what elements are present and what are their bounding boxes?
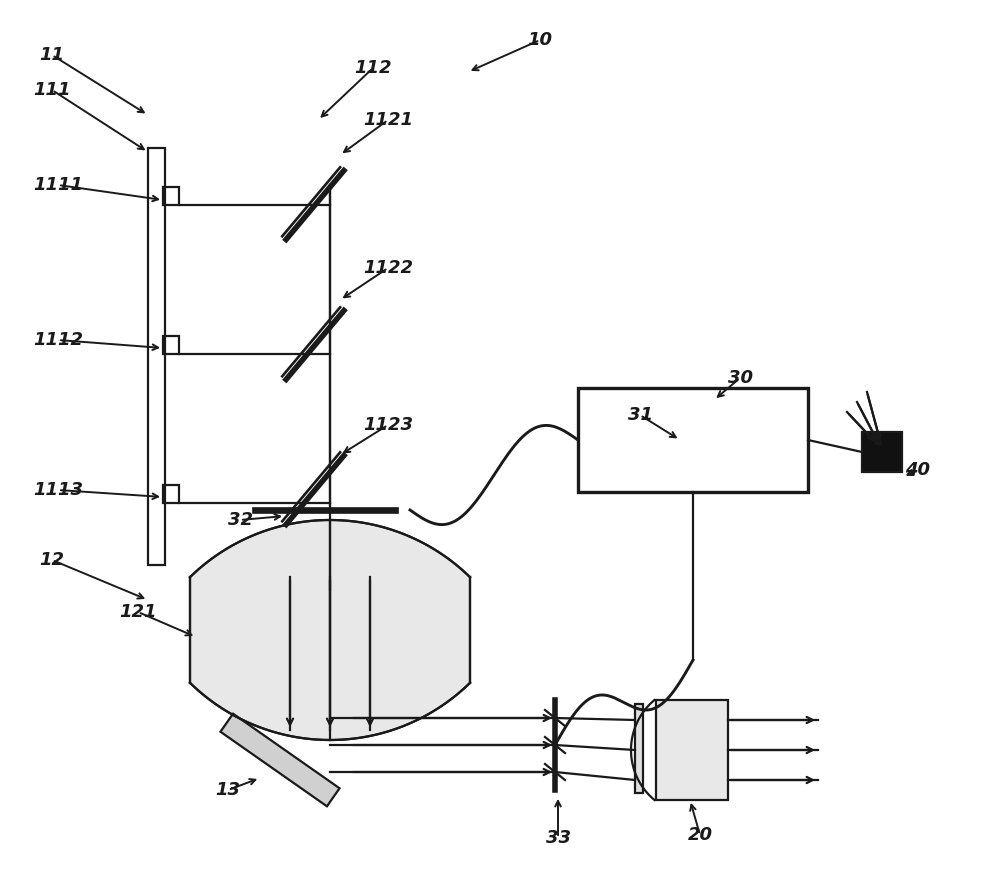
Text: 1121: 1121 — [363, 111, 413, 129]
Bar — [163, 187, 179, 205]
Bar — [578, 388, 808, 492]
Polygon shape — [190, 520, 470, 740]
Bar — [862, 432, 902, 472]
Text: 1123: 1123 — [363, 416, 413, 434]
Text: 11: 11 — [40, 46, 64, 64]
Text: 31: 31 — [628, 406, 652, 424]
Text: 32: 32 — [228, 511, 252, 529]
Polygon shape — [220, 713, 340, 806]
Text: 112: 112 — [354, 59, 392, 77]
Text: 1113: 1113 — [33, 481, 83, 499]
Bar — [163, 336, 179, 354]
Text: 20: 20 — [688, 826, 712, 844]
Text: 121: 121 — [119, 603, 157, 621]
Text: 1112: 1112 — [33, 331, 83, 349]
Text: 30: 30 — [728, 369, 753, 387]
Text: 33: 33 — [546, 829, 570, 847]
Bar — [163, 485, 179, 503]
Text: 40: 40 — [906, 461, 930, 479]
Bar — [656, 700, 728, 800]
Text: 1111: 1111 — [33, 176, 83, 194]
Bar — [635, 704, 643, 793]
Text: 10: 10 — [528, 31, 552, 49]
Text: 111: 111 — [33, 81, 71, 99]
Bar — [148, 148, 165, 565]
Text: 13: 13 — [216, 781, 240, 799]
Text: 1122: 1122 — [363, 259, 413, 277]
Text: 12: 12 — [40, 551, 64, 569]
